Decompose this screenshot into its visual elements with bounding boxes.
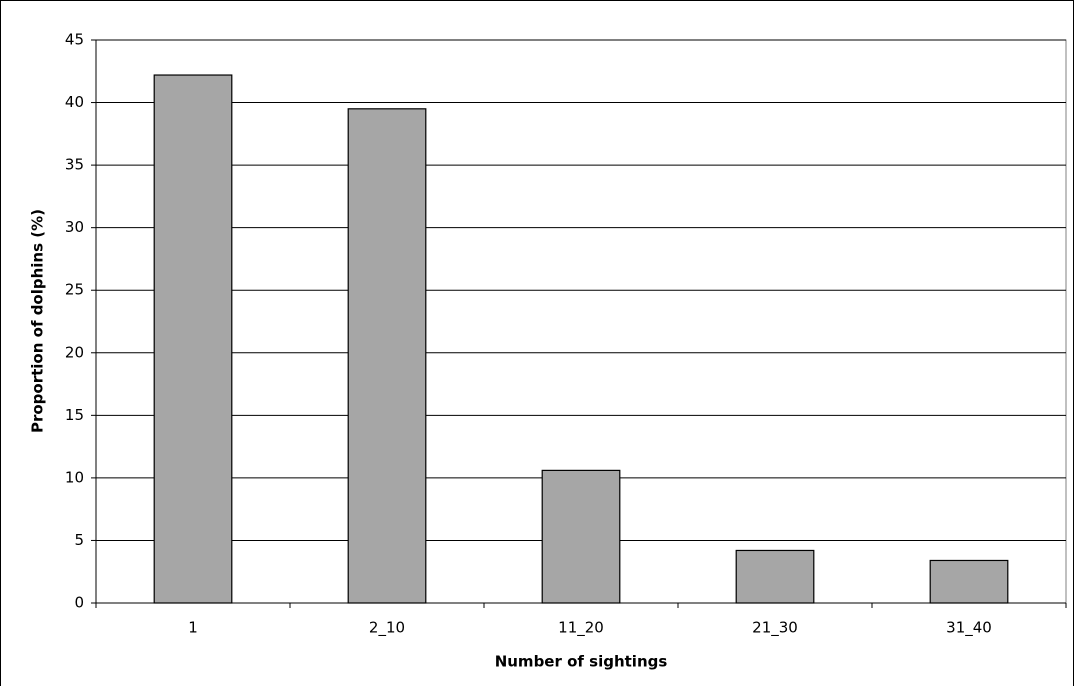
x-tick-label: 1	[188, 619, 198, 637]
y-tick-label: 30	[65, 218, 84, 236]
x-tick-label: 31_40	[946, 619, 992, 638]
bar	[929, 559, 1009, 604]
x-axis-title: Number of sightings	[495, 653, 668, 671]
y-tick-label: 35	[65, 156, 84, 174]
bar	[735, 549, 815, 604]
x-tick-label: 11_20	[558, 619, 604, 638]
y-tick-label: 20	[65, 343, 84, 361]
bar	[541, 469, 621, 604]
bar	[347, 108, 427, 604]
y-tick-label: 10	[65, 468, 84, 486]
y-tick-label: 40	[65, 93, 84, 111]
y-tick-label: 0	[74, 594, 84, 612]
y-tick-label: 25	[65, 281, 84, 299]
x-tick-label: 21_30	[752, 619, 798, 638]
y-tick-label: 45	[65, 31, 84, 49]
x-tick-label: 2_10	[369, 619, 405, 638]
bar	[153, 74, 233, 604]
y-axis-title: Proportion of dolphins (%)	[29, 209, 47, 433]
y-tick-label: 15	[65, 406, 84, 424]
y-tick-label: 5	[74, 531, 84, 549]
